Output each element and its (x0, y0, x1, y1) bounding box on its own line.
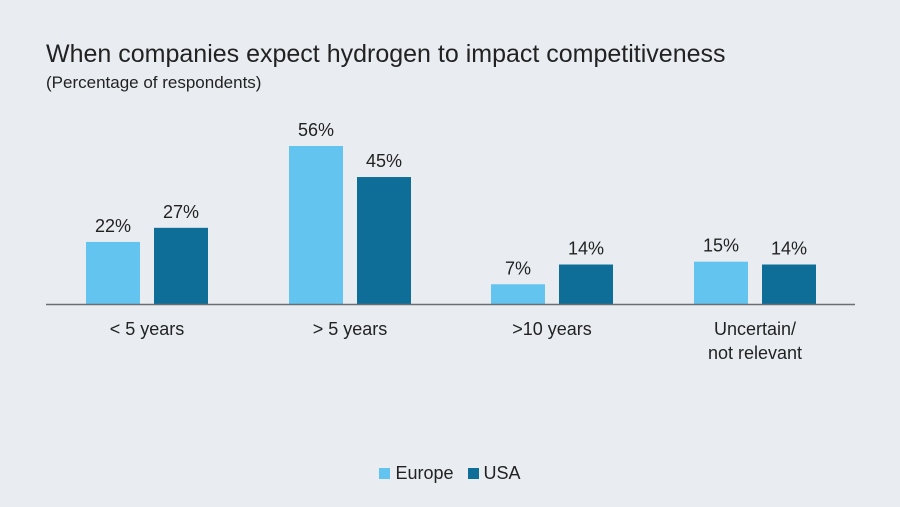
category-label: > 5 years (313, 319, 388, 339)
legend-item-europe: Europe (379, 463, 454, 484)
data-label: 7% (505, 258, 531, 278)
bar-usa (357, 177, 411, 304)
chart-title: When companies expect hydrogen to impact… (46, 40, 726, 68)
data-label: 15% (703, 236, 739, 256)
bar-europe (694, 261, 748, 304)
data-label: 27% (163, 202, 199, 222)
legend-item-usa: USA (467, 463, 521, 484)
legend-swatch-usa (467, 468, 479, 479)
bar-usa (762, 264, 816, 304)
data-label: 56% (298, 120, 334, 140)
bar-usa (154, 227, 208, 304)
data-label: 45% (366, 151, 402, 171)
bar-europe (86, 241, 140, 304)
category-label: >10 years (512, 319, 592, 339)
chart-subtitle: (Percentage of respondents) (46, 73, 262, 92)
data-label: 14% (771, 239, 807, 259)
category-label: < 5 years (110, 319, 185, 339)
legend-label-usa: USA (483, 463, 521, 483)
legend: Europe USA (0, 463, 900, 484)
bar-europe (491, 284, 545, 304)
data-label: 22% (95, 216, 131, 236)
legend-swatch-europe (379, 468, 391, 479)
category-label: not relevant (708, 343, 802, 363)
category-label: Uncertain/ (714, 319, 796, 339)
legend-label-europe: Europe (395, 463, 454, 483)
bar-europe (289, 146, 343, 304)
data-label: 14% (568, 239, 604, 259)
bar-usa (559, 264, 613, 304)
